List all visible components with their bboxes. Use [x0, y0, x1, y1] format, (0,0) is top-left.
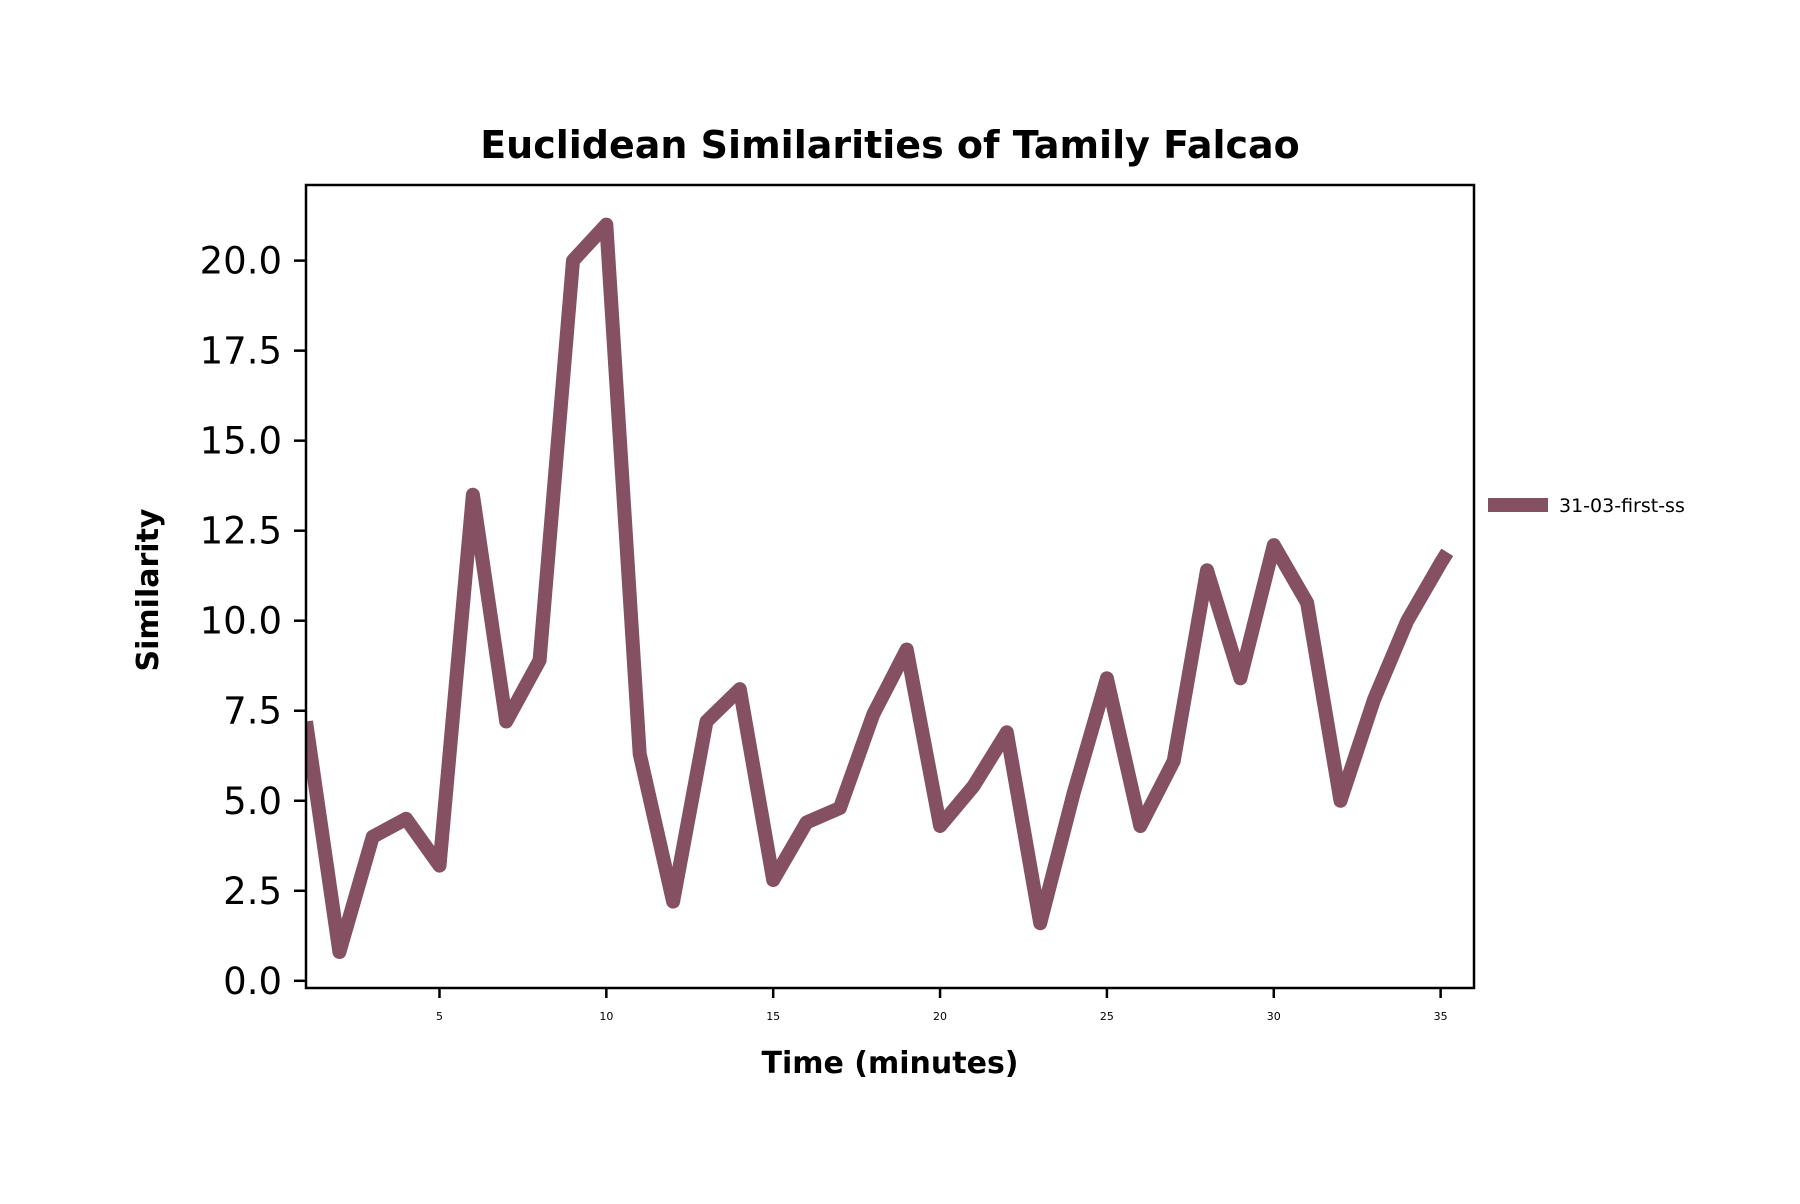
plot-frame: [304, 183, 1476, 990]
y-tick-label: 17.5: [200, 330, 282, 373]
y-tick-label: 12.5: [200, 510, 282, 553]
series-line-1: [306, 217, 1454, 959]
y-tick-label: 7.5: [223, 690, 282, 733]
legend-label: 31-03-first-ss: [1559, 495, 1685, 517]
legend: 31-03-first-ss: [1488, 495, 1685, 517]
y-tick-label: 20.0: [200, 240, 282, 283]
y-tick-label: 2.5: [223, 870, 282, 913]
plot-area: 0.0 2.5 5.0 7.5 10.0 12.5 15.0 17.5 20.0 5 10 15 20 2…: [200, 183, 1476, 1023]
x-tick-label: 25: [1100, 1010, 1114, 1023]
chart-title: Euclidean Similarities of Tamily Falcao: [480, 123, 1300, 167]
x-tick-label: 15: [766, 1010, 780, 1023]
x-tick-label: 20: [933, 1010, 947, 1023]
y-tick-label: 0.0: [223, 960, 282, 1003]
x-axis-label: Time (minutes): [761, 1046, 1018, 1081]
y-tick-label: 15.0: [200, 420, 282, 463]
y-tick-label: 10.0: [200, 600, 282, 643]
x-tick-label: 30: [1267, 1010, 1281, 1023]
x-tick-label: 10: [599, 1010, 613, 1023]
x-tick-label: 35: [1434, 1010, 1448, 1023]
y-tick-label: 5.0: [223, 780, 282, 823]
x-tick-label: 5: [436, 1010, 443, 1023]
y-axis-label: Similarity: [131, 508, 166, 671]
